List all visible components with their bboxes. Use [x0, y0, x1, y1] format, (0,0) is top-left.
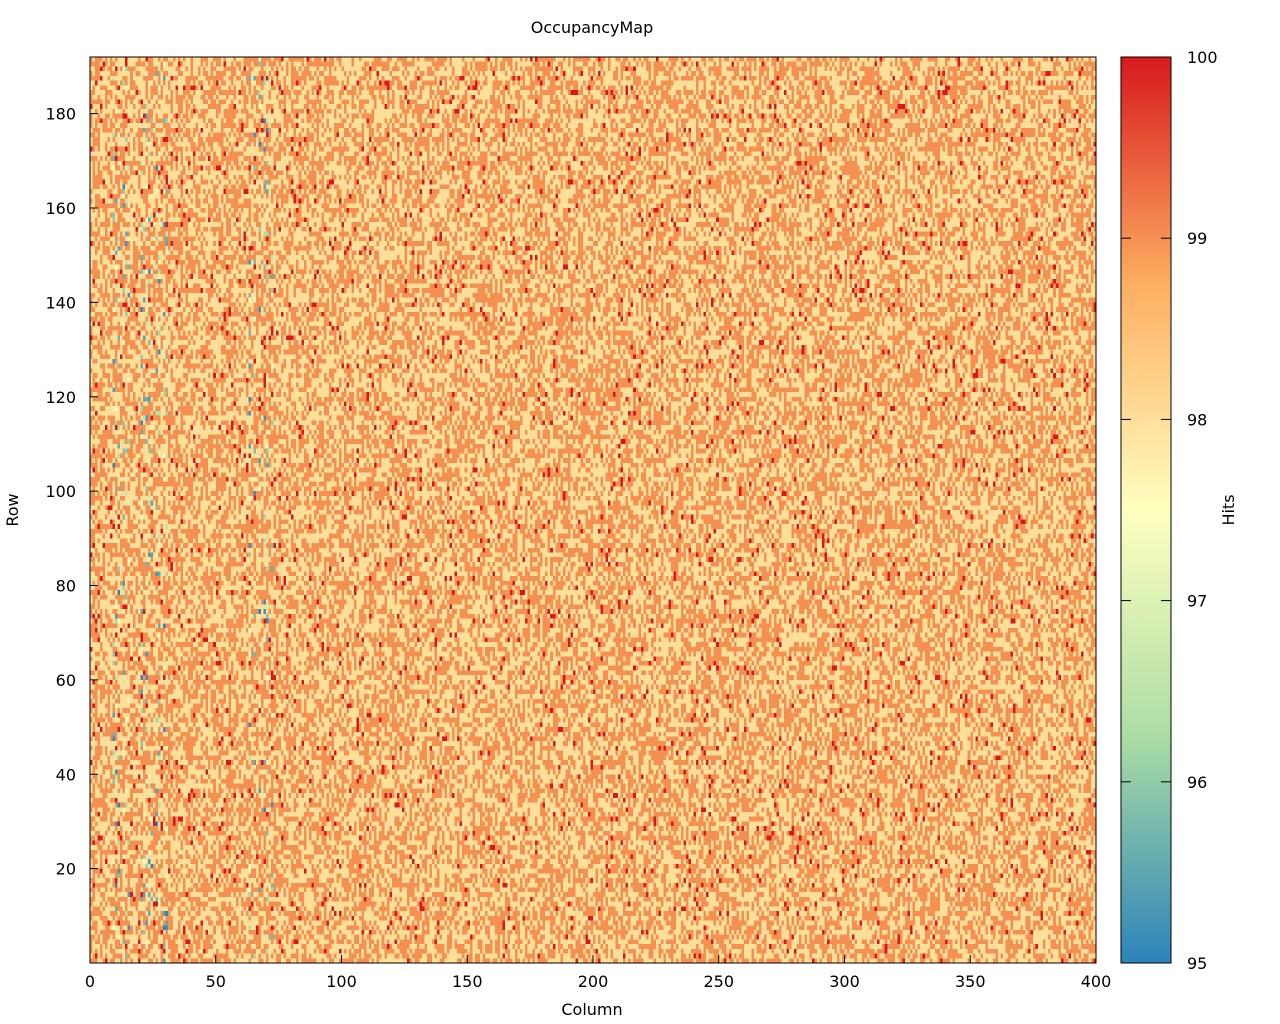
colorbar-label: Hits [1219, 494, 1238, 525]
y-tick-label: 100 [45, 482, 76, 501]
y-tick-label: 60 [56, 671, 76, 690]
colorbar-tick-label: 100 [1187, 48, 1218, 67]
y-tick-label: 120 [45, 388, 76, 407]
y-axis-label: Row [3, 493, 22, 526]
x-tick-label: 100 [326, 972, 357, 991]
y-tick-label: 180 [45, 105, 76, 124]
x-tick-label: 250 [703, 972, 734, 991]
x-axis-label: Column [561, 1000, 622, 1019]
y-tick-label: 140 [45, 293, 76, 312]
colorbar-tick-label: 97 [1187, 592, 1207, 611]
y-tick-label: 40 [56, 765, 76, 784]
colorbar-gradient [1120, 56, 1172, 964]
colorbar: 95 96 97 98 99 100 Hits [1120, 48, 1238, 973]
x-tick-label: 400 [1081, 972, 1112, 991]
x-tick-label: 300 [829, 972, 860, 991]
y-tick-label: 20 [56, 860, 76, 879]
y-tick-label: 160 [45, 199, 76, 218]
heatmap-plot [89, 56, 1097, 964]
colorbar-tick-label: 95 [1187, 954, 1207, 973]
x-tick-label: 150 [452, 972, 483, 991]
y-axis: 20 40 60 80 100 120 140 160 180 [45, 105, 98, 879]
x-tick-label: 50 [206, 972, 226, 991]
x-tick-label: 200 [578, 972, 609, 991]
x-axis: 0 50 100 150 200 250 300 350 400 [85, 955, 1111, 991]
x-tick-label: 0 [85, 972, 95, 991]
chart-title: OccupancyMap [531, 18, 653, 37]
heatmap-image [90, 57, 1096, 963]
x-tick-label: 350 [955, 972, 986, 991]
colorbar-tick-label: 99 [1187, 229, 1207, 248]
colorbar-tick-label: 96 [1187, 773, 1207, 792]
colorbar-tick-label: 98 [1187, 410, 1207, 429]
y-tick-label: 80 [56, 577, 76, 596]
colorbar-ticks: 95 96 97 98 99 100 [1121, 48, 1218, 973]
